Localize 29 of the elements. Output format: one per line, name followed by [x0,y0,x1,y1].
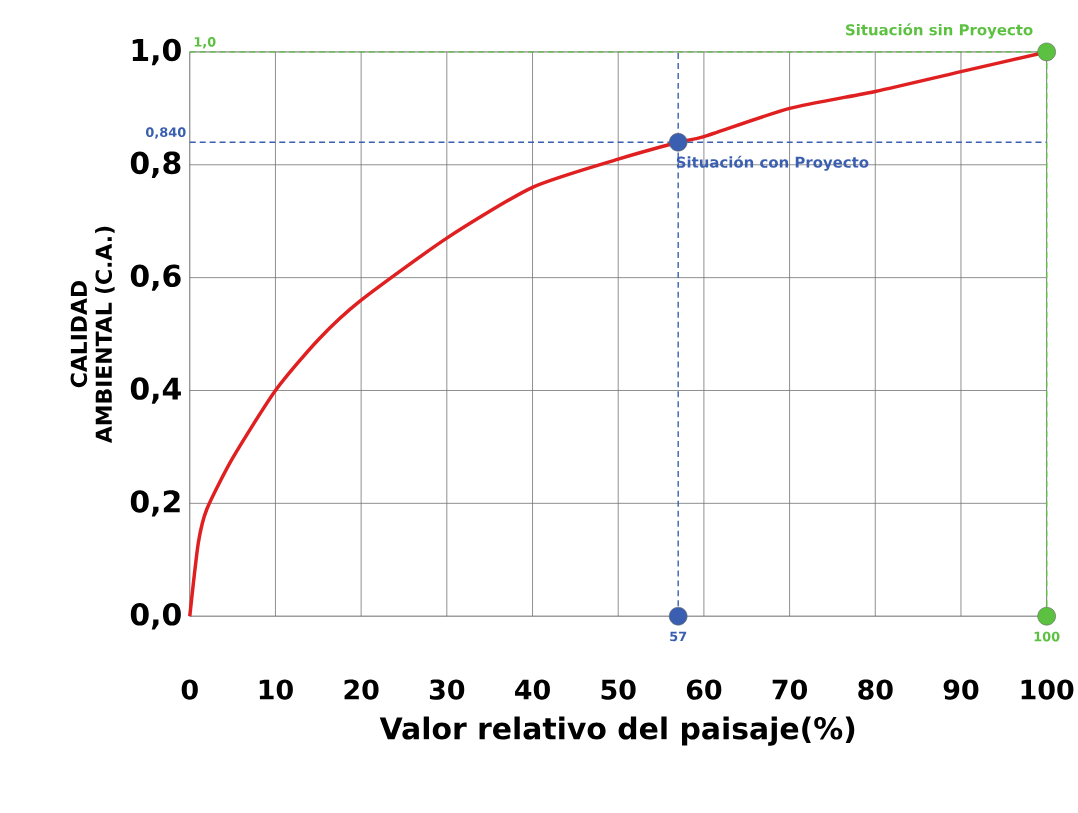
y-tick-label: 1,0 [132,38,181,66]
x-tick-label: 70 [772,679,808,700]
point [668,606,688,626]
ref-line-label: 0,840 [145,127,186,139]
ref-line-label: 100 [1034,631,1060,642]
ref-line-label: 1,0 [194,37,216,49]
point [668,132,688,152]
annotation: Situación sin Proyecto [846,23,1033,39]
x-tick-label: 50 [601,679,636,700]
y-tick-label: 0,4 [130,377,181,404]
x-tick-label: 0 [181,679,198,700]
y-axis-title: CALIDAD AMBIENTAL (C.A.) [70,226,115,444]
x-tick-label: 60 [686,679,722,700]
y-tick-label: 0,0 [130,603,181,630]
y-tick-label: 0,2 [130,490,180,517]
x-tick-label: 30 [429,679,465,700]
ref-line-label: 57 [670,631,687,642]
x-tick-label: 10 [259,679,293,700]
y-tick-label: 0,6 [130,264,181,291]
x-tick-label: 20 [344,679,379,700]
x-axis-title: Valor relativo del paisaje(%) [379,716,855,746]
annotation: Situación con Proyecto [676,155,869,171]
x-tick-label: 80 [858,679,893,700]
point [1037,606,1056,626]
x-tick-label: 40 [515,679,550,700]
x-tick-label: 90 [943,679,979,700]
y-tick-label: 0,8 [130,151,181,179]
x-tick-label: 100 [1021,679,1074,700]
point [1037,42,1056,62]
